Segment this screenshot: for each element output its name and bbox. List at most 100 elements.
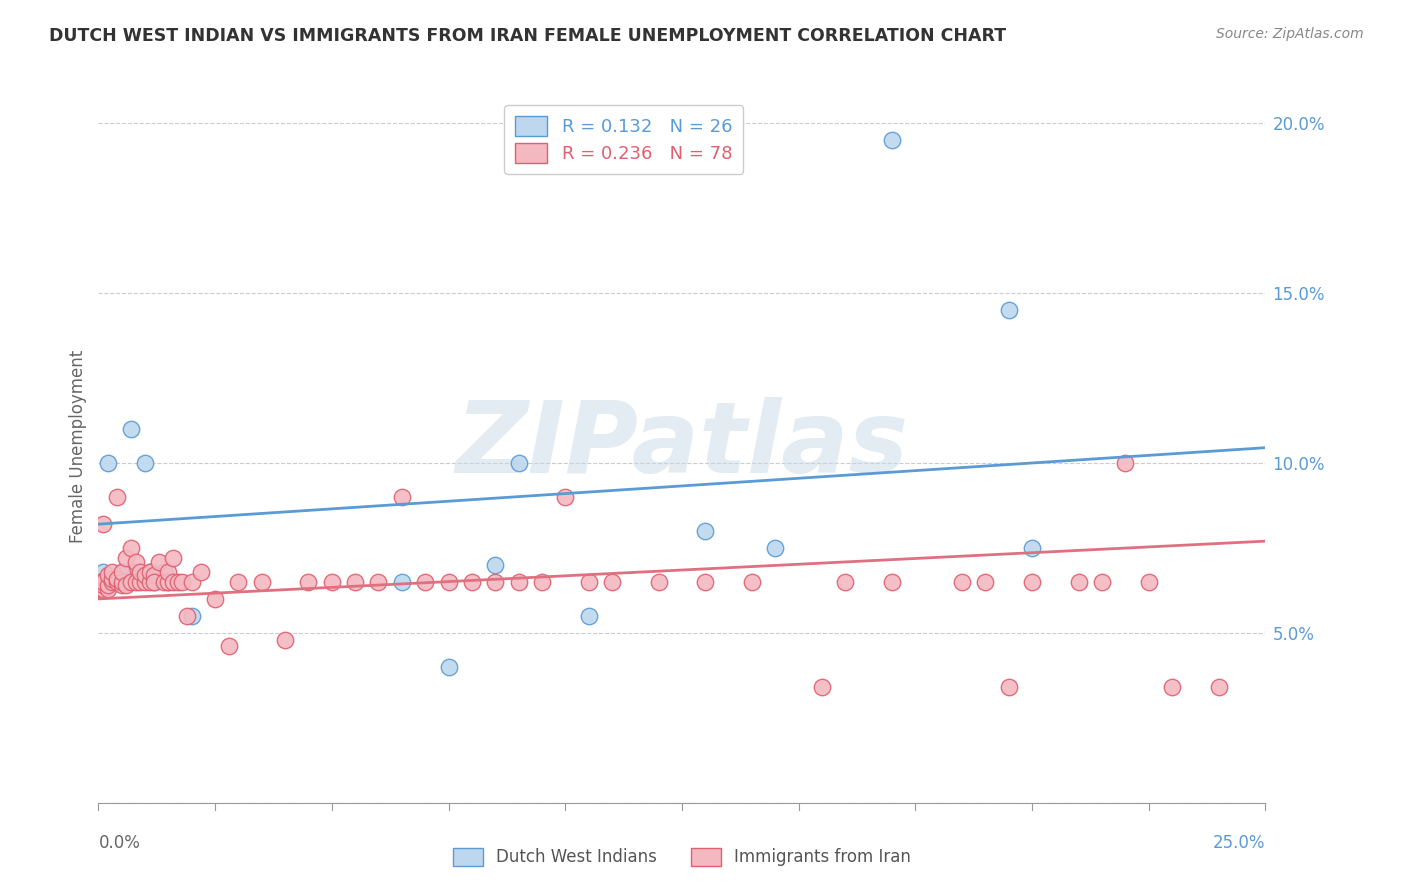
Point — [695, 574, 717, 589]
Point — [1161, 680, 1184, 694]
Point — [834, 574, 856, 589]
Point — [105, 574, 128, 589]
Point — [484, 558, 506, 572]
Point — [162, 551, 184, 566]
Point — [101, 565, 124, 579]
Point — [87, 574, 110, 589]
Point — [218, 640, 240, 654]
Point — [97, 578, 120, 592]
Point — [172, 574, 194, 589]
Point — [125, 565, 148, 579]
Point — [741, 574, 763, 589]
Point — [101, 574, 124, 589]
Point — [880, 574, 903, 589]
Point — [274, 632, 297, 647]
Point — [97, 574, 120, 589]
Point — [811, 680, 834, 694]
Point — [437, 660, 460, 674]
Point — [166, 574, 188, 589]
Point — [950, 574, 973, 589]
Point — [152, 574, 174, 589]
Point — [600, 574, 623, 589]
Point — [148, 555, 170, 569]
Point — [228, 574, 250, 589]
Point — [105, 490, 128, 504]
Point — [91, 565, 114, 579]
Point — [508, 574, 530, 589]
Point — [91, 582, 114, 596]
Point — [974, 574, 997, 589]
Point — [125, 555, 148, 569]
Point — [139, 565, 162, 579]
Point — [111, 565, 134, 579]
Point — [1021, 541, 1043, 555]
Text: 25.0%: 25.0% — [1213, 834, 1265, 852]
Point — [91, 578, 114, 592]
Point — [134, 568, 156, 582]
Point — [157, 565, 180, 579]
Point — [105, 574, 128, 589]
Point — [997, 680, 1019, 694]
Point — [180, 574, 202, 589]
Point — [162, 574, 184, 589]
Point — [250, 574, 273, 589]
Point — [129, 574, 152, 589]
Point — [297, 574, 319, 589]
Point — [87, 582, 110, 596]
Point — [120, 574, 142, 589]
Point — [91, 574, 114, 589]
Text: 0.0%: 0.0% — [98, 834, 141, 852]
Point — [101, 572, 124, 586]
Y-axis label: Female Unemployment: Female Unemployment — [69, 350, 87, 542]
Point — [111, 565, 134, 579]
Point — [391, 490, 413, 504]
Point — [97, 582, 120, 596]
Point — [120, 422, 142, 436]
Point — [484, 574, 506, 589]
Point — [134, 456, 156, 470]
Point — [105, 572, 128, 586]
Text: ZIPatlas: ZIPatlas — [456, 398, 908, 494]
Text: Source: ZipAtlas.com: Source: ZipAtlas.com — [1216, 27, 1364, 41]
Point — [1208, 680, 1230, 694]
Point — [413, 574, 436, 589]
Point — [101, 572, 124, 586]
Point — [91, 517, 114, 532]
Point — [880, 133, 903, 147]
Point — [115, 578, 138, 592]
Point — [157, 574, 180, 589]
Point — [139, 565, 162, 579]
Point — [695, 524, 717, 538]
Point — [437, 574, 460, 589]
Point — [176, 608, 198, 623]
Point — [344, 574, 367, 589]
Point — [1114, 456, 1136, 470]
Point — [321, 574, 343, 589]
Point — [134, 574, 156, 589]
Point — [508, 456, 530, 470]
Point — [125, 574, 148, 589]
Point — [204, 591, 226, 606]
Point — [1137, 574, 1160, 589]
Point — [530, 574, 553, 589]
Point — [647, 574, 669, 589]
Point — [1091, 574, 1114, 589]
Point — [180, 608, 202, 623]
Point — [367, 574, 389, 589]
Point — [97, 456, 120, 470]
Point — [143, 568, 166, 582]
Point — [578, 574, 600, 589]
Point — [763, 541, 786, 555]
Point — [143, 574, 166, 589]
Legend: Dutch West Indians, Immigrants from Iran: Dutch West Indians, Immigrants from Iran — [446, 841, 918, 873]
Point — [391, 574, 413, 589]
Point — [1021, 574, 1043, 589]
Point — [997, 303, 1019, 318]
Point — [139, 574, 162, 589]
Point — [111, 578, 134, 592]
Point — [143, 574, 166, 589]
Text: DUTCH WEST INDIAN VS IMMIGRANTS FROM IRAN FEMALE UNEMPLOYMENT CORRELATION CHART: DUTCH WEST INDIAN VS IMMIGRANTS FROM IRA… — [49, 27, 1007, 45]
Point — [115, 574, 138, 589]
Point — [152, 565, 174, 579]
Point — [111, 574, 134, 589]
